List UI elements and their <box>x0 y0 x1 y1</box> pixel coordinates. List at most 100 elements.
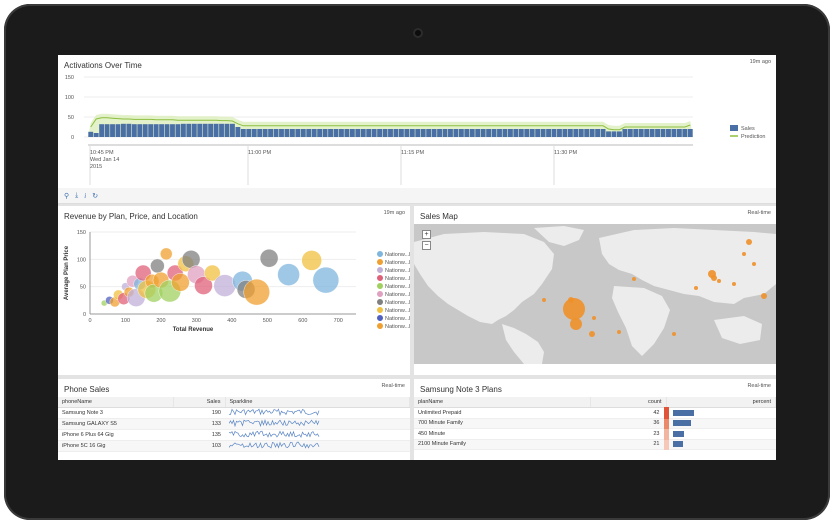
x-tick-label: 200 <box>156 318 165 324</box>
table-row[interactable]: 450 Minute 23 <box>414 428 776 440</box>
table-row[interactable]: 2100 Minute Family 21 <box>414 439 776 450</box>
legend-swatch <box>377 267 383 273</box>
legend-swatch <box>377 291 383 297</box>
percent-bar <box>672 430 684 437</box>
column-header-sparkline[interactable]: Sparkline <box>225 397 410 408</box>
phone-name-cell[interactable]: Samsung GALAXY S5 <box>58 418 173 430</box>
revenue-panel: Revenue by Plan, Price, and Location 19m… <box>58 206 410 375</box>
bubble-point <box>213 274 236 297</box>
sales-bar <box>306 129 312 137</box>
sales-bar <box>469 129 475 137</box>
plan-name-cell[interactable]: 700 Minute Family <box>414 418 590 429</box>
legend-swatch-sales <box>730 125 738 131</box>
zoom-out-button[interactable]: − <box>422 241 431 250</box>
dashboard-screen: Activations Over Time 19m ago 150 100 50 0 1… <box>58 55 776 460</box>
sales-map[interactable] <box>414 224 776 364</box>
zoom-in-button[interactable]: + <box>422 230 431 239</box>
sparkline-cell <box>225 418 410 430</box>
sparkline-cell <box>225 407 410 419</box>
sales-bar <box>551 129 557 137</box>
activations-chart[interactable]: 150 100 50 0 10:45 PM 11:00 PM 11:15 PM 11:30 P… <box>58 55 776 188</box>
sales-bar <box>191 123 197 137</box>
percent-bar <box>672 441 683 448</box>
column-header-planname[interactable]: planName <box>414 397 591 408</box>
note3-plans-table: planName count percent Unlimited Prepaid… <box>414 397 776 450</box>
sales-bar <box>295 129 301 137</box>
sales-bar <box>687 129 693 137</box>
map-sales-dot <box>746 239 752 245</box>
sales-bar <box>464 129 470 137</box>
sales-bar <box>529 129 535 137</box>
map-sales-dot <box>761 293 767 299</box>
phone-name-cell[interactable]: iPhone 5C 16 Gig <box>58 440 173 452</box>
column-header-count[interactable]: count <box>590 397 667 408</box>
y-tick-label: 0 <box>71 135 74 141</box>
y-tick-label: 100 <box>65 95 74 101</box>
sales-bar <box>322 129 328 137</box>
plan-name-cell[interactable]: 2100 Minute Family <box>414 439 590 450</box>
sales-bar <box>578 129 584 137</box>
sales-bar <box>349 129 355 137</box>
column-header-percent[interactable]: percent <box>666 397 776 408</box>
sales-bar <box>622 129 628 137</box>
table-row[interactable]: 700 Minute Family 36 <box>414 418 776 429</box>
sales-bar <box>562 129 568 137</box>
sales-bar <box>584 129 590 137</box>
table-row[interactable]: Samsung GALAXY S5 133 <box>58 418 410 430</box>
sales-bar <box>453 129 459 137</box>
count-cell: 23 <box>590 428 669 440</box>
phone-name-cell[interactable]: iPhone 6 Plus 64 Gig <box>58 429 173 441</box>
sales-bar <box>557 129 562 137</box>
table-row[interactable]: iPhone 6 Plus 64 Gig 135 <box>58 429 410 441</box>
panel-meta: Real-time <box>747 210 771 216</box>
bubble-point <box>171 273 190 292</box>
count-cell: 36 <box>590 418 669 429</box>
sales-bar <box>437 129 442 137</box>
plan-name-cell[interactable]: 450 Minute <box>414 428 590 440</box>
sales-bar <box>513 129 519 137</box>
sales-bar <box>110 124 115 137</box>
sales-bar <box>126 123 132 137</box>
count-cell: 42 <box>590 407 669 419</box>
sales-bar <box>360 129 366 137</box>
bubble-point <box>194 276 213 295</box>
sales-bar <box>333 129 339 137</box>
activations-panel: Activations Over Time 19m ago 150 100 50 0 1… <box>58 55 776 188</box>
sales-bar <box>497 129 502 137</box>
x-year-label: 2015 <box>90 164 102 170</box>
x-tick-label: 400 <box>227 318 236 324</box>
sales-bar <box>208 123 214 137</box>
sales-bar <box>268 129 274 137</box>
table-row[interactable]: Samsung Note 3 190 <box>58 407 410 419</box>
legend-swatch <box>377 259 383 265</box>
sales-bar <box>279 129 284 137</box>
map-sales-dot <box>589 331 595 337</box>
x-tick-label: 11:00 PM <box>248 150 272 156</box>
column-header-sales[interactable]: Sales <box>173 397 226 408</box>
percent-bar <box>672 409 694 416</box>
sales-bar <box>633 129 639 137</box>
sales-bar <box>240 129 246 137</box>
phone-name-cell[interactable]: Samsung Note 3 <box>58 407 173 419</box>
x-tick-label: 0 <box>88 318 91 324</box>
info-icon[interactable]: i <box>84 191 87 200</box>
download-icon[interactable]: ⤓ <box>75 191 79 199</box>
table-row[interactable]: Unlimited Prepaid 42 <box>414 407 776 419</box>
table-row[interactable]: iPhone 5C 16 Gig 103 <box>58 440 410 452</box>
plan-name-cell[interactable]: Unlimited Prepaid <box>414 407 590 419</box>
x-tick-label: 600 <box>298 318 307 324</box>
map-sales-dot <box>617 330 621 334</box>
legend-label: Nationw...l <box>385 300 410 306</box>
column-header-phonename[interactable]: phoneName <box>58 397 174 408</box>
sparkline <box>228 408 320 417</box>
sales-bar <box>115 124 121 137</box>
refresh-icon[interactable]: ↻ <box>92 192 99 200</box>
sales-bar <box>284 129 290 137</box>
sales-cell: 190 <box>173 407 225 419</box>
sales-bar <box>491 129 497 137</box>
sales-bar <box>344 129 350 137</box>
bubble-point <box>301 250 322 271</box>
sales-bar <box>175 124 181 137</box>
search-icon[interactable]: ⚲ <box>64 192 70 200</box>
